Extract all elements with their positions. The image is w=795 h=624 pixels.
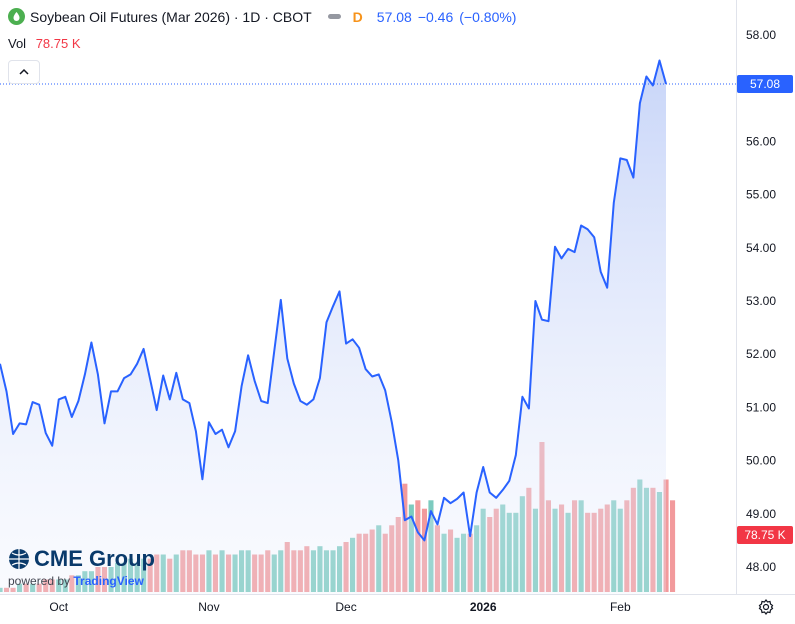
- y-tick-label: 58.00: [746, 28, 776, 42]
- last-price-tag-bg: [737, 74, 793, 93]
- x-tick-label: Nov: [198, 600, 219, 614]
- cme-globe-icon: [9, 549, 29, 569]
- collapse-legend-button[interactable]: [8, 60, 40, 84]
- volume-legend: Vol 78.75 K: [8, 36, 81, 51]
- price-change-percent: (−0.80%): [459, 8, 517, 25]
- last-volume-tag-bg: [737, 526, 793, 544]
- powered-by: powered by TradingView: [8, 574, 155, 588]
- cme-group-text: CME Group: [34, 546, 155, 571]
- last-price: 57.08: [376, 8, 412, 25]
- soybean-oil-logo-icon: [8, 8, 25, 25]
- volume-value: 78.75 K: [35, 36, 81, 51]
- y-tick-label: 48.00: [746, 560, 776, 574]
- cme-logo: CME Group: [8, 546, 155, 572]
- y-tick-label: 54.00: [746, 241, 776, 255]
- y-tick-label: 50.00: [746, 454, 776, 468]
- y-tick-label: 55.00: [746, 188, 776, 202]
- tradingview-text[interactable]: TradingView: [73, 574, 144, 588]
- x-tick-label: 2026: [470, 600, 497, 614]
- last-price-label: 57.08: [737, 74, 793, 93]
- volume-bar: [670, 500, 676, 592]
- symbol-title[interactable]: Soybean Oil Futures (Mar 2026) · 1D · CB…: [30, 8, 312, 25]
- market-status-indicator: [327, 14, 341, 19]
- price-change: −0.46: [417, 8, 454, 25]
- price-axis: 58.0057.0056.0055.0054.0053.0052.0051.00…: [746, 28, 776, 574]
- y-tick-label: 56.00: [746, 134, 776, 148]
- y-tick-label: 53.00: [746, 294, 776, 308]
- powered-by-text: powered by: [8, 574, 71, 588]
- x-tick-label: Feb: [610, 600, 631, 614]
- y-tick-label: 51.00: [746, 400, 776, 414]
- time-axis: Oct Nov Dec 2026 Feb: [49, 600, 631, 614]
- delayed-data-flag[interactable]: D: [352, 8, 363, 25]
- last-price-tag-text: 57.08: [750, 77, 780, 91]
- x-tick-label: Oct: [49, 600, 68, 614]
- price-line: [0, 59, 667, 542]
- volume-label: Vol: [8, 36, 27, 51]
- last-volume-label: 78.75 K: [737, 526, 793, 544]
- symbol-header: Soybean Oil Futures (Mar 2026) · 1D · CB…: [8, 8, 516, 25]
- branding: CME Group powered by TradingView: [8, 546, 155, 588]
- chevron-up-icon: [19, 68, 29, 75]
- volume-bar: [663, 479, 669, 592]
- y-tick-label: 52.00: [746, 347, 776, 361]
- last-volume-tag-text: 78.75 K: [744, 528, 785, 542]
- settings-gear-icon[interactable]: [757, 598, 775, 616]
- y-tick-label: 49.00: [746, 507, 776, 521]
- x-tick-label: Dec: [335, 600, 356, 614]
- price-area-fill: [0, 60, 666, 594]
